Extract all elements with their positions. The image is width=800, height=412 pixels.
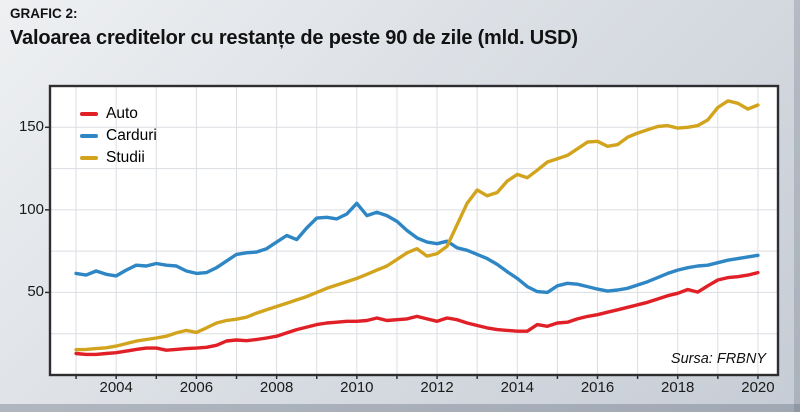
x-axis-label: 2018 — [661, 379, 695, 396]
x-axis-label: 2012 — [420, 379, 454, 396]
legend-label: Studii — [106, 149, 145, 166]
x-axis-label: 2020 — [741, 379, 775, 396]
card-right-shadow — [794, 0, 800, 412]
source-note: Sursa: FRBNY — [670, 351, 766, 367]
card-bottom-shadow — [0, 404, 800, 412]
legend-swatch-icon — [80, 112, 98, 116]
y-axis-label: 100 — [18, 200, 44, 218]
x-axis-label: 2016 — [580, 379, 615, 396]
y-axis-label: 50 — [27, 283, 44, 301]
legend-item-auto: Auto — [80, 103, 157, 125]
legend-label: Carduri — [106, 127, 157, 144]
x-axis-label: 2014 — [500, 379, 534, 396]
plot-background — [50, 86, 778, 375]
chart-kicker: GRAFIC 2: — [10, 6, 78, 21]
legend: Auto Carduri Studii — [80, 103, 157, 169]
x-axis-label: 2008 — [259, 379, 294, 396]
legend-swatch-icon — [80, 134, 98, 138]
x-axis-label: 2006 — [179, 379, 214, 396]
series-line-auto — [74, 270, 760, 357]
legend-label: Auto — [106, 105, 138, 122]
series-line-carduri — [74, 201, 760, 295]
page-title: Valoarea creditelor cu restanțe de peste… — [10, 27, 578, 49]
y-axis-label: 150 — [18, 118, 44, 136]
legend-item-studii: Studii — [80, 147, 157, 169]
plot-border — [48, 84, 780, 377]
legend-item-carduri: Carduri — [80, 125, 157, 147]
x-axis-label: 2004 — [99, 379, 133, 396]
legend-swatch-icon — [80, 156, 98, 160]
series-line-studii — [74, 99, 760, 352]
x-axis-label: 2010 — [340, 379, 374, 396]
